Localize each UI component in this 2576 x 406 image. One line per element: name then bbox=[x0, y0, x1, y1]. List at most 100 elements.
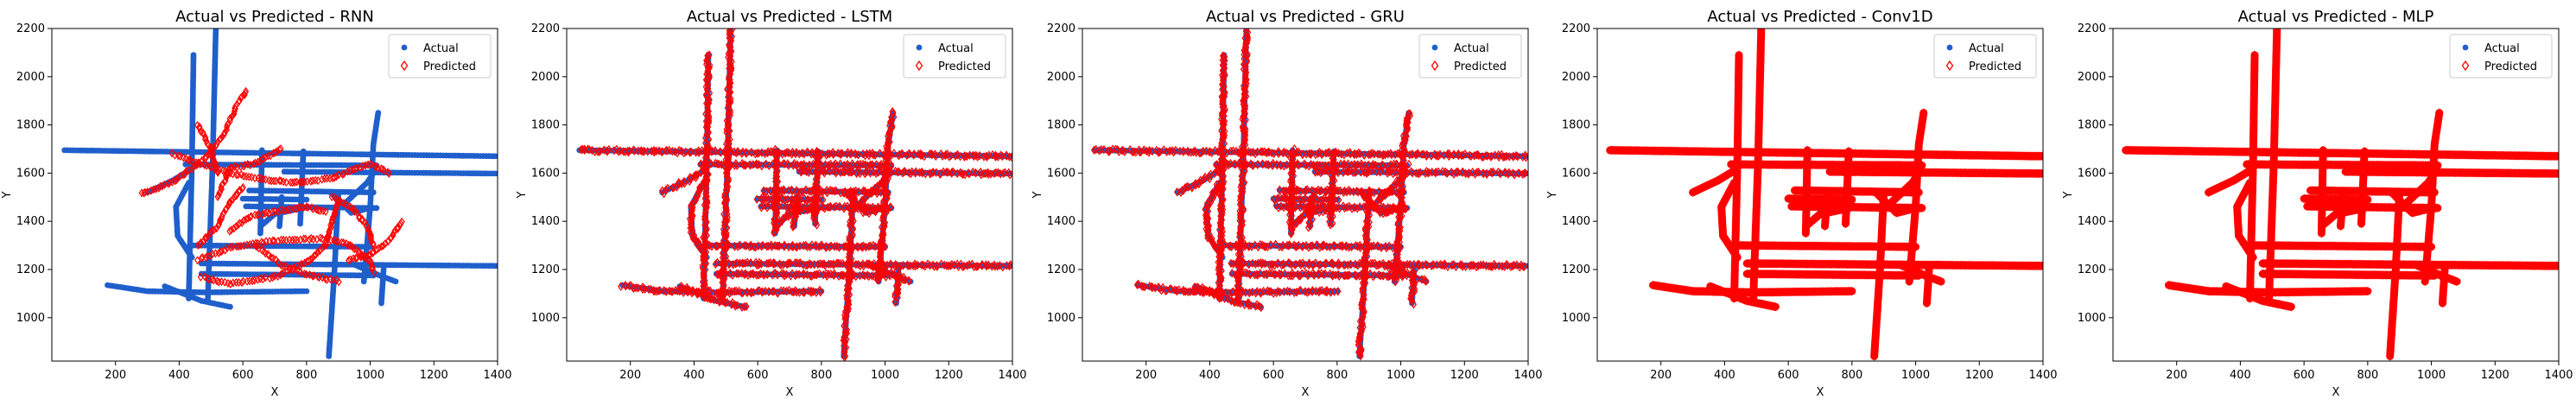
predicted-point bbox=[632, 283, 639, 293]
predicted-point bbox=[302, 234, 309, 244]
predicted-point bbox=[378, 164, 384, 174]
predicted-point bbox=[262, 273, 269, 282]
axes-frame bbox=[51, 28, 498, 362]
predicted-point bbox=[796, 149, 803, 159]
predicted-point bbox=[622, 280, 629, 290]
predicted-point bbox=[843, 291, 850, 301]
predicted-point bbox=[866, 160, 874, 170]
predicted-point bbox=[339, 238, 346, 247]
predicted-point bbox=[202, 232, 209, 242]
predicted-point bbox=[603, 146, 610, 155]
predicted-point bbox=[262, 153, 269, 162]
predicted-point bbox=[285, 205, 292, 214]
predicted-point bbox=[701, 220, 708, 230]
predicted-point bbox=[353, 163, 360, 174]
predicted-point bbox=[769, 287, 776, 296]
predicted-point bbox=[369, 262, 376, 271]
predicted-point bbox=[266, 274, 273, 283]
predicted-point bbox=[280, 206, 287, 215]
predicted-point bbox=[956, 151, 964, 162]
predicted-point bbox=[726, 126, 733, 136]
predicted-point bbox=[945, 261, 952, 271]
predicted-point bbox=[390, 228, 397, 238]
predicted-point bbox=[197, 238, 205, 247]
predicted-point bbox=[310, 271, 317, 281]
predicted-point bbox=[743, 301, 750, 312]
predicted-point bbox=[878, 235, 885, 245]
predicted-point bbox=[368, 160, 375, 169]
predicted-point bbox=[808, 149, 815, 159]
predicted-point bbox=[262, 208, 269, 219]
y-axis-label: Y bbox=[1, 191, 14, 199]
predicted-point bbox=[226, 198, 233, 207]
predicted-point bbox=[882, 266, 889, 276]
predicted-point bbox=[821, 166, 828, 175]
predicted-point bbox=[343, 200, 350, 210]
x-tick-label: 800 bbox=[295, 369, 317, 382]
predicted-point bbox=[381, 166, 388, 175]
predicted-point bbox=[856, 168, 864, 179]
predicted-point bbox=[755, 270, 762, 280]
predicted-point bbox=[769, 270, 776, 280]
predicted-point bbox=[703, 55, 710, 66]
predicted-point bbox=[704, 51, 711, 60]
actual-point bbox=[300, 148, 307, 155]
predicted-point bbox=[207, 144, 214, 154]
predicted-point bbox=[798, 161, 806, 170]
predicted-point bbox=[1003, 150, 1010, 160]
predicted-point bbox=[770, 259, 777, 269]
predicted-point bbox=[731, 287, 739, 296]
predicted-point bbox=[860, 270, 866, 280]
predicted-point bbox=[334, 237, 341, 246]
predicted-point bbox=[961, 152, 968, 162]
x-tick-label: 1200 bbox=[420, 369, 448, 382]
predicted-point bbox=[340, 169, 347, 179]
plot-area bbox=[61, 29, 498, 359]
predicted-point bbox=[279, 269, 286, 278]
chart-title: Actual vs Predicted - RNN bbox=[175, 8, 374, 26]
predicted-point bbox=[268, 176, 275, 186]
predicted-point bbox=[833, 186, 840, 196]
predicted-point bbox=[992, 152, 999, 162]
predicted-point bbox=[882, 152, 890, 162]
predicted-point bbox=[688, 147, 695, 157]
predicted-point bbox=[252, 238, 259, 248]
predicted-point bbox=[776, 241, 783, 251]
predicted-point bbox=[793, 270, 801, 279]
predicted-point bbox=[185, 155, 192, 165]
predicted-point bbox=[579, 144, 587, 155]
predicted-point bbox=[274, 147, 281, 156]
predicted-point bbox=[698, 289, 706, 299]
legend-box bbox=[388, 34, 492, 79]
predicted-point bbox=[362, 161, 369, 170]
predicted-point bbox=[314, 272, 321, 282]
predicted-point bbox=[963, 151, 971, 162]
predicted-point bbox=[772, 204, 779, 214]
predicted-point bbox=[727, 41, 734, 52]
predicted-point bbox=[850, 216, 857, 226]
predicted-point bbox=[235, 242, 242, 251]
predicted-point bbox=[176, 172, 183, 181]
y-tick-label: 2000 bbox=[16, 71, 45, 84]
predicted-point bbox=[370, 247, 377, 257]
predicted-point bbox=[390, 231, 397, 240]
predicted-point bbox=[254, 210, 261, 219]
predicted-point bbox=[270, 207, 276, 217]
predicted-point bbox=[894, 289, 902, 298]
predicted-point bbox=[702, 223, 709, 232]
predicted-point bbox=[887, 117, 894, 127]
predicted-point bbox=[219, 166, 226, 175]
predicted-point bbox=[843, 281, 851, 291]
predicted-point bbox=[723, 297, 731, 308]
predicted-point bbox=[1008, 152, 1012, 162]
predicted-point bbox=[847, 168, 854, 177]
predicted-point bbox=[713, 241, 720, 251]
x-tick-label: 1000 bbox=[356, 369, 384, 382]
predicted-point bbox=[270, 236, 277, 245]
predicted-point bbox=[898, 149, 905, 158]
predicted-point bbox=[812, 179, 819, 189]
predicted-point bbox=[755, 160, 763, 169]
predicted-point bbox=[866, 241, 874, 251]
plot-area bbox=[576, 29, 1012, 361]
predicted-point bbox=[701, 232, 708, 243]
